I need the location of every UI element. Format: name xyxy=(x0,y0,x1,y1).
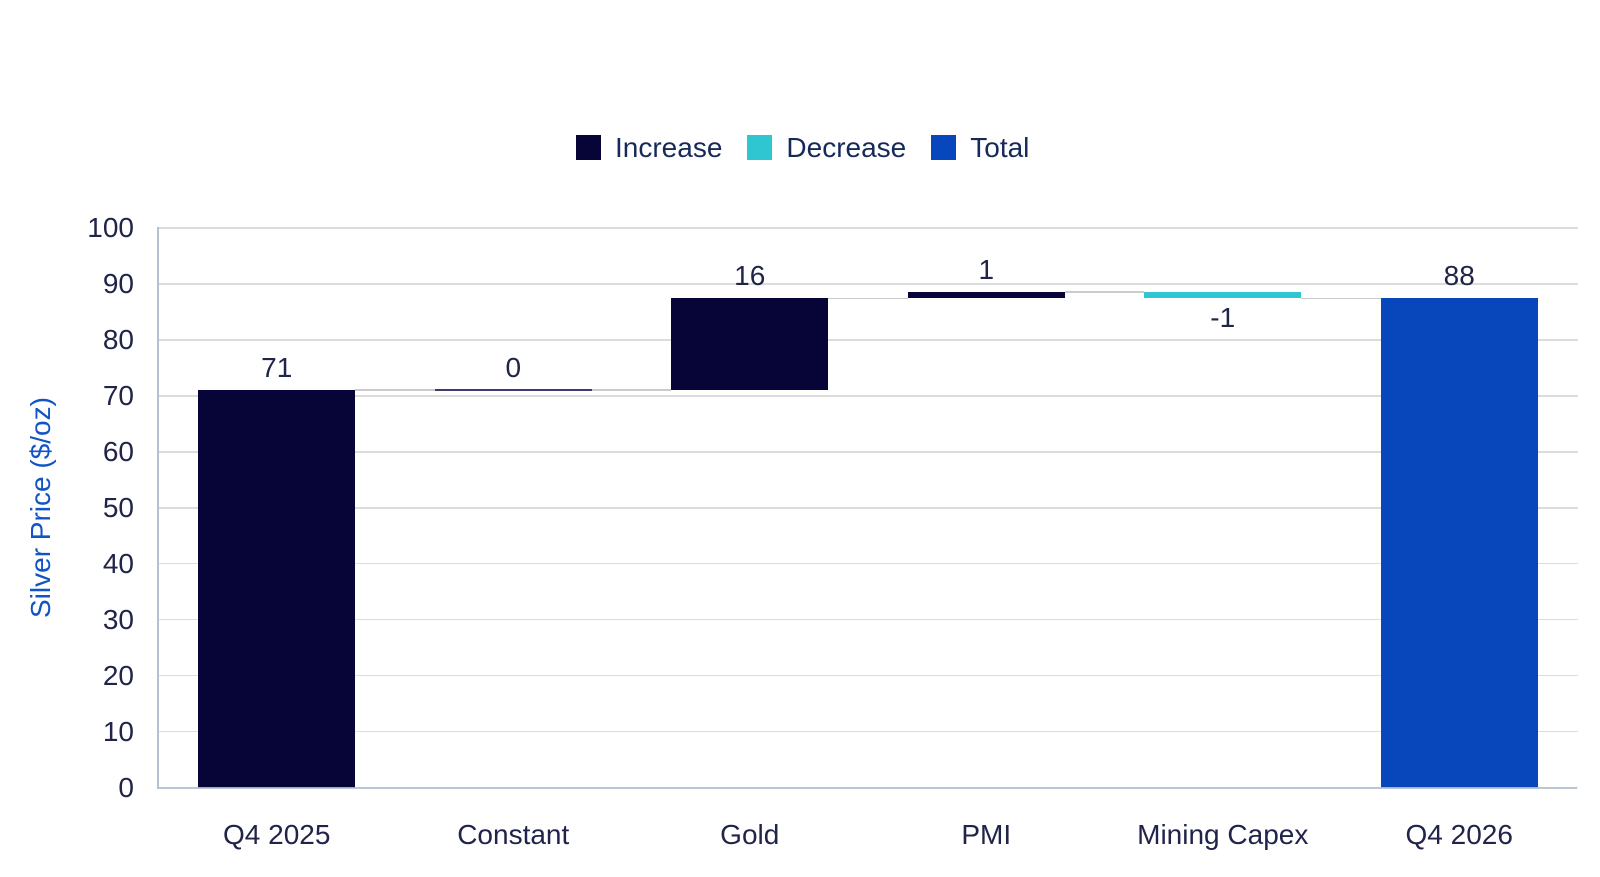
gridline xyxy=(158,339,1578,341)
bar-q4-2026[interactable] xyxy=(1380,298,1538,788)
gridline xyxy=(158,395,1578,397)
x-category-label: Q4 2026 xyxy=(1405,818,1513,850)
bar-value-label: -1 xyxy=(1210,302,1236,334)
x-category-label: PMI xyxy=(961,818,1012,850)
y-tick-label: 10 xyxy=(102,716,134,748)
y-tick-label: 100 xyxy=(87,212,134,244)
gridline xyxy=(158,227,1578,229)
y-tick-label: 30 xyxy=(102,604,134,636)
legend-label-decrease: Decrease xyxy=(786,131,907,163)
y-tick-label: 60 xyxy=(102,436,134,468)
bar-value-label: 71 xyxy=(261,351,293,383)
connector-line xyxy=(355,389,435,391)
y-tick-label: 20 xyxy=(102,660,134,692)
gridline xyxy=(158,562,1578,565)
bar-value-label: 0 xyxy=(505,351,522,383)
bar-value-label: 16 xyxy=(734,259,766,291)
connector-line xyxy=(1064,291,1145,293)
legend-label-increase: Increase xyxy=(615,131,723,163)
y-tick-label: 80 xyxy=(102,324,134,356)
y-tick-label: 50 xyxy=(102,492,134,524)
gridline xyxy=(158,674,1578,677)
legend-swatch-decrease-icon xyxy=(747,134,773,160)
x-category-label: Q4 2025 xyxy=(223,818,331,850)
gridline xyxy=(158,507,1578,509)
connector-line xyxy=(1301,297,1381,300)
gridline xyxy=(158,618,1578,621)
y-axis-line xyxy=(157,226,160,789)
bar-value-label: 1 xyxy=(978,253,995,285)
chart-legend: Increase Decrease Total xyxy=(576,131,1030,163)
x-axis-line xyxy=(157,786,1578,789)
bar-q4-2025[interactable] xyxy=(198,390,356,788)
y-tick-label: 90 xyxy=(102,268,134,300)
legend-item-total[interactable]: Total xyxy=(931,131,1030,163)
bar-gold[interactable] xyxy=(671,298,829,391)
x-category-label: Mining Capex xyxy=(1137,818,1309,850)
legend-item-increase[interactable]: Increase xyxy=(576,131,723,163)
gridline xyxy=(158,451,1578,453)
bar-value-label: 88 xyxy=(1443,259,1475,291)
x-category-label: Gold xyxy=(720,818,780,850)
gridline xyxy=(158,730,1578,733)
legend-swatch-total-icon xyxy=(931,134,957,160)
connector-line xyxy=(591,389,672,391)
legend-item-decrease[interactable]: Decrease xyxy=(747,131,907,163)
connector-line xyxy=(828,297,908,300)
legend-label-total: Total xyxy=(970,131,1030,163)
bar-constant[interactable] xyxy=(434,389,592,392)
y-tick-label: 70 xyxy=(102,380,134,412)
bar-mining-capex[interactable] xyxy=(1144,292,1302,299)
x-category-label: Constant xyxy=(457,818,570,850)
y-tick-label: 40 xyxy=(102,548,134,580)
bar-pmi[interactable] xyxy=(907,292,1065,299)
gridline xyxy=(158,283,1578,285)
y-tick-label: 0 xyxy=(118,772,134,804)
legend-swatch-increase-icon xyxy=(576,134,601,160)
